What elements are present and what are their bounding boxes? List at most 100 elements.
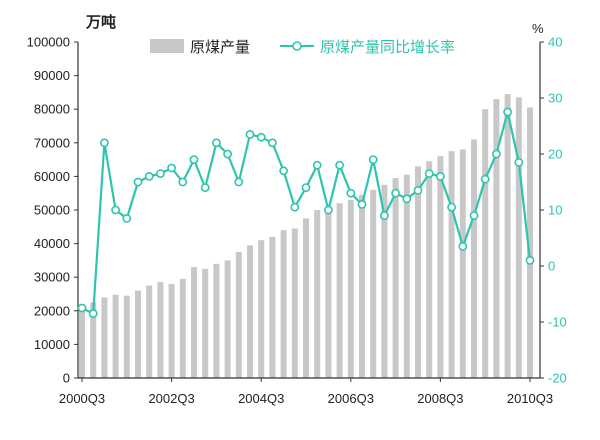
growth-rate-point [245,129,255,139]
growth-rate-point [514,157,524,167]
growth-rate-point [312,160,322,170]
left-axis-unit-label: 万吨 [85,13,116,31]
coal-output-bar [459,149,466,378]
growth-rate-point [491,149,501,159]
coal-output-bar [202,268,209,378]
coal-output-bar [347,199,354,378]
coal-output-bar [280,230,287,378]
coal-output-bar [179,278,186,378]
tick-labels: 0 10000 20000 30000 40000 50000 60000 70000 8000… [27,35,567,407]
coal-output-bar [235,252,242,378]
coal-output-bar [426,161,433,378]
coal-output-bar [191,267,197,378]
right-y-tick-label: -20 [548,371,567,386]
growth-rate-point [144,171,154,181]
growth-rate-point [424,169,434,178]
coal-output-bar [101,297,108,378]
growth-rate-point [447,202,456,212]
right-y-tick-label: 0 [548,259,555,274]
coal-output-bar [224,260,231,378]
coal-output-bar [403,174,410,378]
right-y-tick-label: 10 [548,203,562,218]
left-y-tick-label: 60000 [34,169,70,184]
coal-output-bar [135,290,141,378]
growth-rate-point [88,309,98,318]
coal-output-bar [90,302,97,378]
left-y-tick-label: 10000 [34,337,70,352]
growth-rate-point [223,149,232,159]
tick-marks [74,41,544,382]
coal-output-bar [291,228,298,378]
growth-rate-point [391,188,400,198]
x-tick-label: 2000Q3 [59,391,105,406]
coal-output-bar [493,99,500,378]
coal-output-bar [482,109,489,378]
coal-output-bar [515,97,522,379]
coal-output-bar [146,285,153,378]
coal-output-bar [314,210,321,378]
growth-rate-point [211,138,221,148]
growth-rate-point [167,163,176,173]
x-tick-label: 2008Q3 [417,391,463,406]
growth-rate-point [469,211,479,220]
coal-output-bar [471,139,477,378]
legend-bar-swatch [150,39,184,53]
coal-output-bar [123,295,130,378]
growth-rate-point [413,185,423,195]
coal-output-bar [392,178,399,378]
coal-output-bar [504,94,511,378]
growth-rate-point [290,202,300,212]
growth-rate-point [100,138,109,148]
coal-output-bar [258,240,265,378]
left-y-tick-label: 40000 [34,236,70,251]
coal-output-bar [213,263,220,378]
growth-rate-point [122,213,132,223]
legend-marker-swatch [292,41,302,51]
left-y-tick-label: 80000 [34,102,70,117]
left-y-tick-label: 70000 [34,135,70,150]
right-y-tick-label: 30 [548,91,562,106]
growth-rate-point [503,107,512,117]
coal-output-bar [168,283,175,378]
coal-output-bar [415,166,421,378]
growth-rate-point [346,188,356,198]
coal-output-bar [370,189,377,378]
growth-rate-point [335,160,344,170]
growth-rate-point [178,177,188,187]
left-y-tick-label: 30000 [34,270,70,285]
growth-rate-point [189,155,199,164]
left-y-tick-label: 0 [63,371,70,386]
coal-output-bars [79,94,533,379]
legend: 原煤产量 原煤产量同比增长率 [150,39,455,56]
growth-rate-point [133,177,143,187]
coal-output-bar [269,236,276,378]
growth-rate-point [458,241,468,251]
coal-output-bar [336,203,343,378]
growth-rate-point [256,132,266,142]
right-y-tick-label: 20 [548,147,562,162]
growth-rate-point [234,177,244,187]
growth-rate-series [77,107,535,318]
growth-rate-point [301,183,311,192]
growth-rate-point [323,205,333,215]
growth-rate-point [402,194,412,204]
growth-rate-point [200,183,210,192]
growth-rate-point [368,155,378,164]
coal-output-bar [381,184,388,378]
right-y-tick-label: -10 [548,315,567,330]
coal-output-bar [79,305,85,378]
legend-label-growth-rate: 原煤产量同比增长率 [320,39,455,56]
x-tick-label: 2006Q3 [328,391,374,406]
coal-output-bar [359,194,365,378]
coal-output-bar [112,294,119,378]
x-tick-label: 2004Q3 [238,391,284,406]
left-y-tick-label: 100000 [27,35,70,50]
growth-rate-point [155,169,165,178]
growth-rate-point [357,199,367,209]
right-y-tick-label: 40 [548,35,562,50]
left-y-tick-label: 90000 [34,68,70,83]
coal-output-bar [448,151,455,378]
coal-output-bar [325,206,332,378]
coal-output-bar [247,245,253,378]
